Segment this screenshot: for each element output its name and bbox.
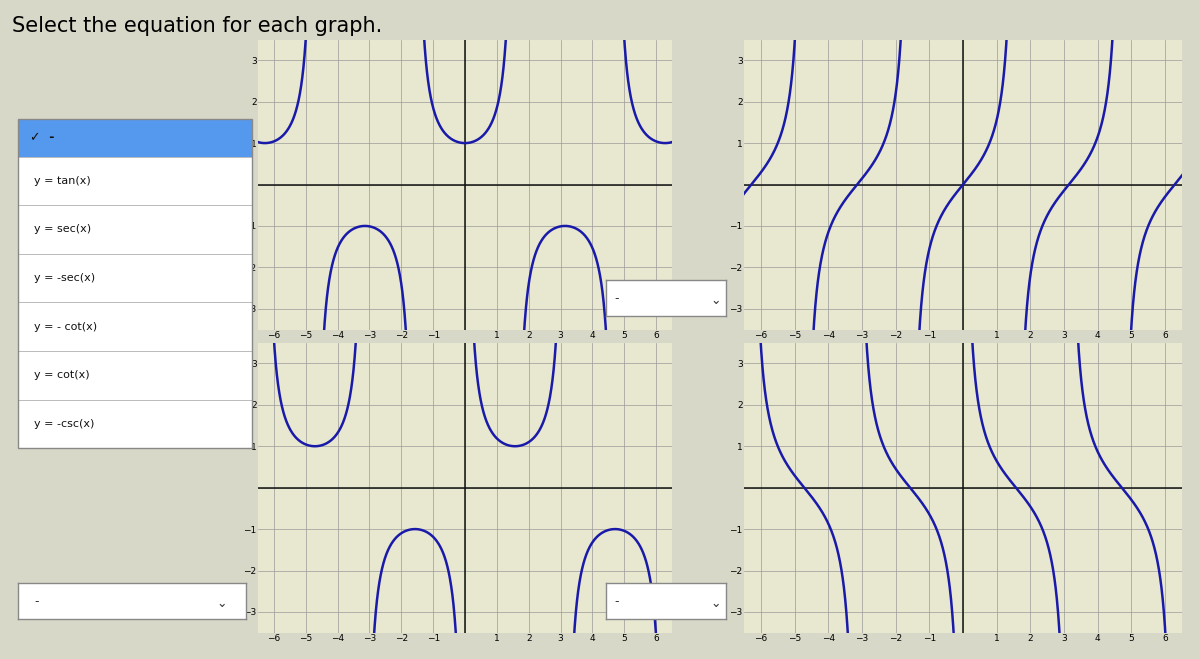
Text: y = tan(x): y = tan(x) [35, 176, 91, 186]
Text: -: - [34, 595, 38, 608]
Text: ⌄: ⌄ [710, 596, 721, 610]
Text: -: - [614, 292, 619, 304]
Text: y = -csc(x): y = -csc(x) [35, 419, 95, 429]
Text: y = - cot(x): y = - cot(x) [35, 322, 97, 331]
Text: y = cot(x): y = cot(x) [35, 370, 90, 380]
Text: Select the equation for each graph.: Select the equation for each graph. [12, 16, 383, 36]
Text: ⌄: ⌄ [216, 596, 227, 610]
Text: ⌄: ⌄ [710, 293, 721, 306]
Text: y = sec(x): y = sec(x) [35, 225, 91, 235]
Text: -: - [614, 595, 619, 608]
Text: y = -sec(x): y = -sec(x) [35, 273, 96, 283]
Text: ✓  -: ✓ - [30, 131, 54, 144]
